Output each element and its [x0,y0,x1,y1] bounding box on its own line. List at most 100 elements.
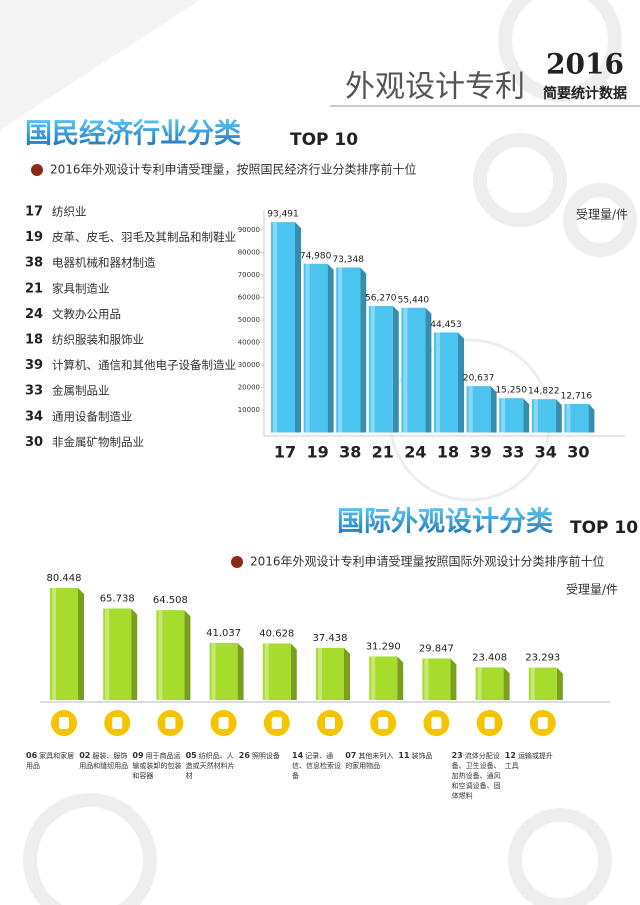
bar-front [401,307,426,433]
bar-front [156,610,185,700]
category-name: 流体分配设备、卫生设备、加热设备、通风和空调设备、固体燃料 [451,752,501,800]
bar [401,307,432,433]
category-icon-glyph [112,717,123,729]
legend-name: 纺织服装和服饰业 [52,333,144,347]
value-label: 41.037 [206,628,241,639]
category-label: 07 其他未列入的家用物品 [345,751,399,771]
bar-front [262,643,291,700]
legend-code: 39 [25,358,43,373]
bar-side [458,332,464,433]
header-year: 2016 [546,48,624,81]
bar-side [555,399,562,433]
bar [336,267,367,433]
value-label: 23.408 [472,652,507,663]
category-name: 纺织品、人造或天然材料片材 [185,752,235,780]
y-tick-label: 70000 [238,271,260,279]
x-tick-label: 24 [404,443,426,462]
bar [103,608,138,700]
category-icon-glyph [59,717,69,729]
chart-badge: TOP 10 [570,518,638,538]
bar-side [523,398,530,433]
bar-front [209,642,238,700]
bar-front [434,332,458,433]
legend-name: 金属制品业 [52,384,110,398]
category-icon-glyph [271,717,282,729]
category-code: 06 [26,751,38,760]
bar-front [499,398,524,433]
legend-name: 家具制造业 [52,281,110,295]
y-tick-label: 10000 [238,406,260,414]
category-icon-glyph [431,717,442,729]
value-label: 37.438 [313,633,348,644]
bar-side [425,307,432,433]
category-code: 26 [238,751,250,760]
y-tick-label: 60000 [238,294,260,302]
bar [368,305,399,433]
category-label: 11 装饰品 [398,751,452,761]
bar-front [336,267,361,433]
value-label: 23.293 [525,653,560,664]
legend-code: 38 [25,256,43,271]
x-tick-label: 21 [372,443,394,462]
bar [564,403,595,433]
value-label: 12,716 [561,391,593,401]
bar [434,332,464,433]
bar-side [131,608,138,700]
bar-front [271,222,295,433]
legend-code: 19 [25,230,43,245]
category-name: 记录、通信、信息检索设备 [292,752,341,780]
category-name: 服装、服饰用品和缝纫用品 [79,752,129,770]
bar-highlight [273,222,277,433]
category-label: 26 照明设备 [239,751,293,761]
bar-side [295,222,301,433]
value-label: 73,348 [332,255,364,265]
x-tick-label: 34 [535,443,557,462]
bar [209,642,244,700]
bar-side [344,647,350,700]
chart-subtitle: 2016年外观设计专利申请受理量按照国际外观设计分类排序前十位 [250,554,605,569]
value-label: 15,250 [495,386,527,396]
bar [271,222,301,433]
x-tick-label: 17 [274,443,296,462]
category-name: 照明设备 [251,752,280,760]
value-label: 40.628 [259,628,294,639]
bar-highlight [533,399,538,433]
bar-front [369,656,398,700]
bar-highlight [468,386,473,433]
bar-side [392,305,399,433]
bar-highlight [305,263,310,433]
bullet [31,164,43,176]
bar-highlight [52,588,56,700]
chart-title: 国际外观设计分类 [337,507,553,538]
bar [316,647,350,700]
legend-code: 30 [25,435,43,450]
bar-highlight [371,656,376,700]
bar [528,667,563,700]
bar-side [78,588,84,700]
category-icon-glyph [165,717,176,729]
decoration [23,0,637,905]
category-label: 23 流体分配设备、卫生设备、加热设备、通风和空调设备、固体燃料 [452,751,506,801]
y-tick-label: 50000 [238,316,260,324]
bar [499,398,530,433]
category-label: 06 家具和家居用品 [26,751,80,771]
bar-highlight [158,610,163,700]
bar-front [303,263,328,433]
category-name: 其他未列入的家用物品 [345,752,394,770]
value-label: 14,822 [528,387,560,397]
bar-front [466,386,491,433]
bar-side [237,642,244,700]
category-name: 装饰品 [411,752,433,760]
legend-name: 纺织业 [52,205,87,219]
legend-code: 18 [25,333,43,348]
legend-name: 通用设备制造业 [52,409,133,423]
x-tick-label: 33 [502,443,524,462]
bar-side [184,610,191,700]
bar-side [290,643,297,700]
x-tick-label: 38 [339,443,361,462]
value-label: 80.448 [47,573,82,584]
category-code: 07 [345,751,357,760]
y-axis-label: 受理量/件 [566,583,618,597]
